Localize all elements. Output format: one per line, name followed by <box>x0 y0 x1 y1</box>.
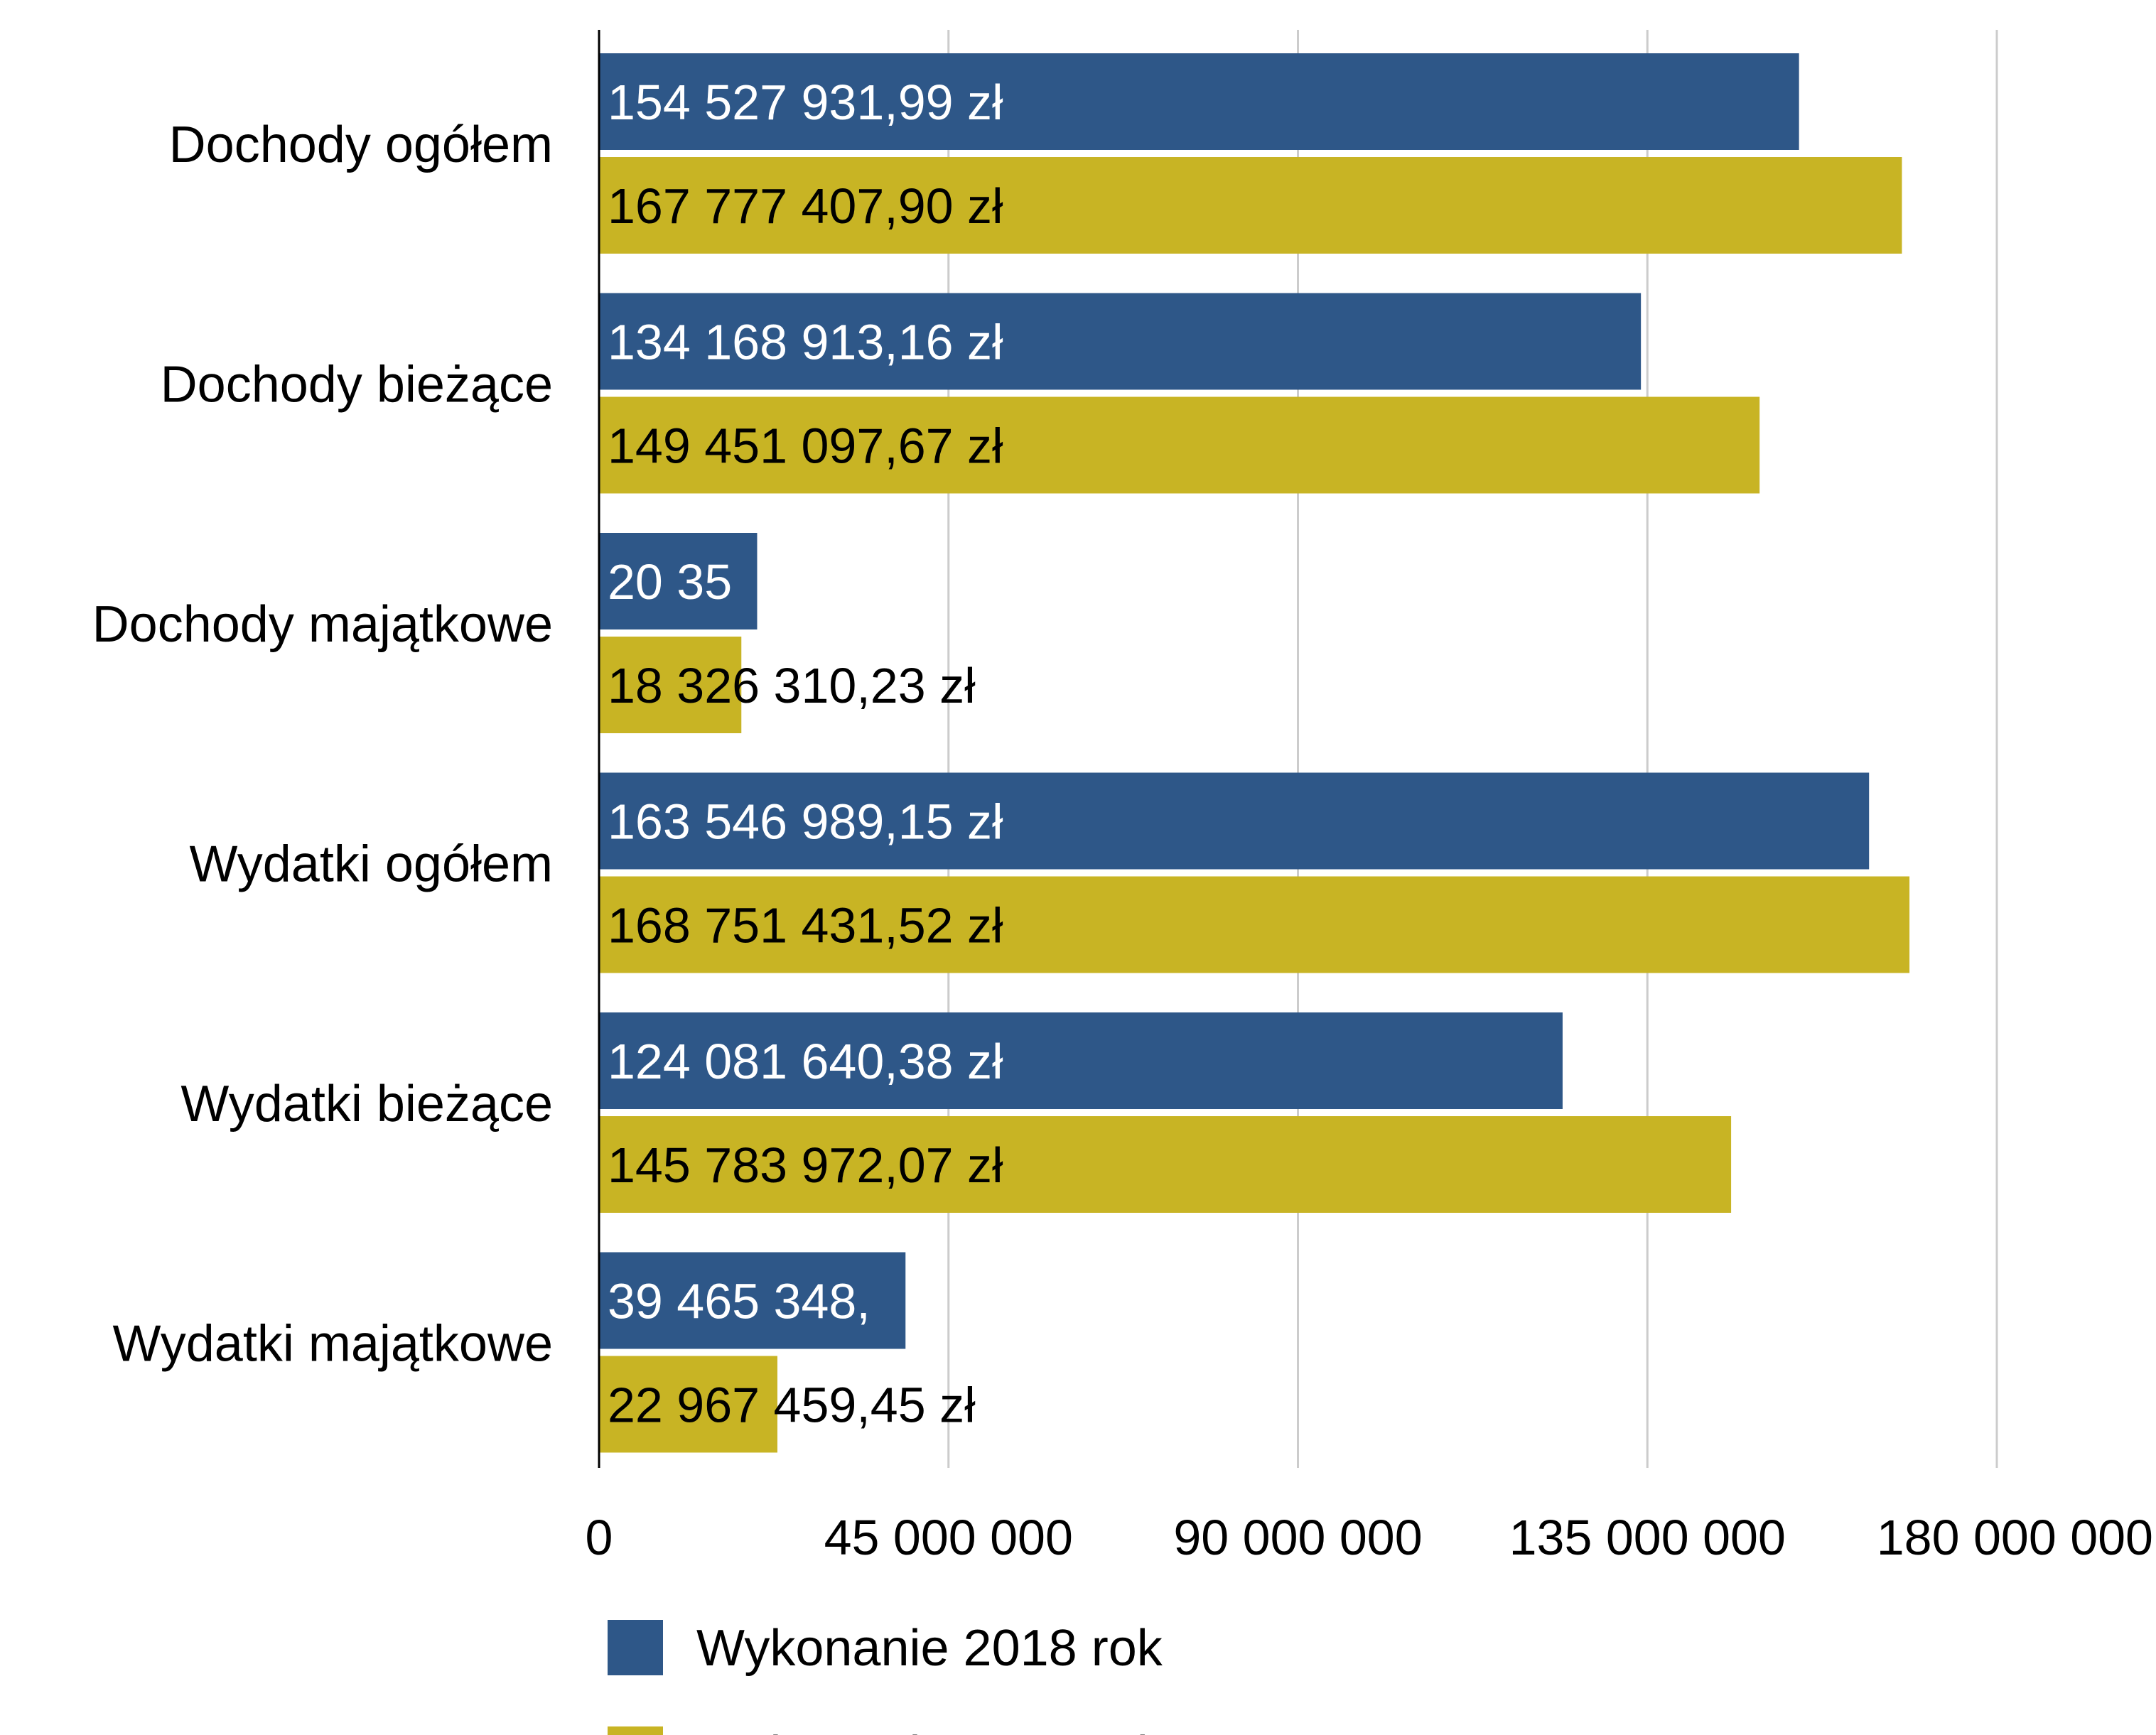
bar <box>599 293 1642 390</box>
bar-value-label: 124 081 640,38 zł <box>608 1034 1003 1089</box>
bar <box>599 1356 777 1453</box>
x-tick-label: 135 000 000 <box>1509 1510 1786 1565</box>
x-tick-label: 45 000 000 <box>824 1510 1073 1565</box>
bar <box>599 637 742 733</box>
bar <box>599 1012 1563 1109</box>
legend-label: Wykonanie 2019 rok <box>696 1726 1163 1735</box>
bar <box>599 396 1760 494</box>
bar-value-label: 149 451 097,67 zł <box>608 418 1003 474</box>
category-label: Wydatki majątkowe <box>112 1315 553 1372</box>
category-labels: Dochody ogółem Dochody bieżące Dochody maj… <box>92 117 553 1373</box>
bar-value-label: 134 168 913,16 zł <box>608 315 1003 370</box>
category-label: Dochody ogółem <box>169 117 553 173</box>
bar-value-label: 167 777 407,90 zł <box>608 178 1003 234</box>
legend-label: Wykonanie 2018 rok <box>696 1620 1163 1677</box>
bar-value-label: 39 465 348, <box>608 1274 871 1329</box>
bar <box>599 533 758 629</box>
bar-value-label: 163 546 989,15 zł <box>608 794 1003 850</box>
legend-swatch <box>608 1620 663 1675</box>
bar-value-label: 168 751 431,52 zł <box>608 898 1003 953</box>
x-tick-label: 90 000 000 <box>1173 1510 1422 1565</box>
category-label: Dochody majątkowe <box>92 596 553 653</box>
category-label: Wydatki ogółem <box>189 836 553 892</box>
legend: Wykonanie 2018 rok Wykonanie 2019 rok <box>608 1620 1163 1735</box>
bar <box>599 1252 906 1349</box>
bar-value-label: 154 527 931,99 zł <box>608 75 1003 130</box>
bar <box>599 53 1799 150</box>
category-label: Wydatki bieżące <box>180 1076 553 1133</box>
bar <box>599 157 1902 254</box>
x-tick-label: 0 <box>586 1510 613 1565</box>
bar-value-label: 145 783 972,07 zł <box>608 1137 1003 1193</box>
gridlines <box>947 30 1998 1468</box>
bar-value-label: 18 326 310,23 zł <box>608 658 976 713</box>
bar-value-label: 20 35 <box>608 554 732 610</box>
bar <box>599 1116 1732 1213</box>
x-tick-label: 180 000 000 <box>1877 1510 2153 1565</box>
bar <box>599 772 1870 870</box>
category-label: Dochody bieżące <box>161 356 553 413</box>
legend-swatch <box>608 1726 663 1735</box>
bars: 154 527 931,99 zł 167 777 407,90 zł 134 16… <box>599 53 1910 1453</box>
bar <box>599 876 1910 973</box>
bar-value-label: 22 967 459,45 zł <box>608 1378 976 1433</box>
x-tick-labels: 0 45 000 000 90 000 000 135 000 000 180 000 … <box>586 1510 2153 1565</box>
